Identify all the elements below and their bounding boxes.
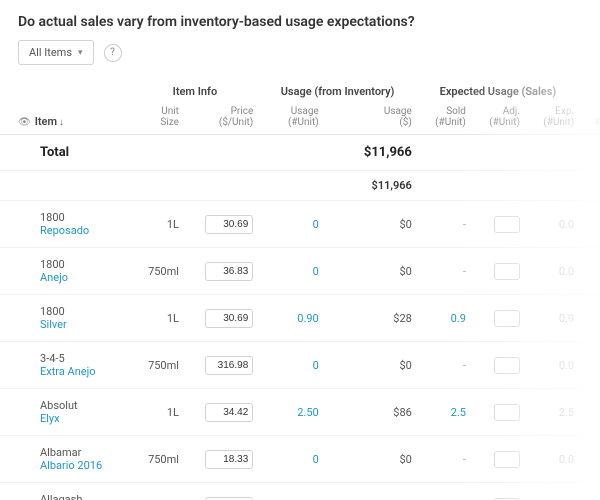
usage-unit-link[interactable]: 0 <box>313 359 319 372</box>
table-row: AlbamarAlbario 2016750ml0$0-0.00.0$0 <box>0 436 600 483</box>
cell-var-unit: 0.0 <box>579 389 600 436</box>
cell-var-unit: 0.0 <box>579 201 600 248</box>
usage-unit-link[interactable]: 0 <box>313 265 319 278</box>
col-var-unit[interactable]: # Unit <box>579 100 600 135</box>
item-variant-link[interactable]: Albario 2016 <box>40 459 127 472</box>
cell-size: 750ml <box>132 342 184 389</box>
adj-input[interactable] <box>494 216 520 233</box>
adj-input[interactable] <box>494 357 520 374</box>
cell-size: 12oz <box>132 483 184 500</box>
usage-unit-link[interactable]: 0 <box>313 218 319 231</box>
col-usage-unit[interactable]: Usage(#Unit) <box>258 100 323 135</box>
cell-var-unit: 0.0 <box>579 295 600 342</box>
item-brand: 1800 <box>40 211 127 224</box>
group-item-info: Item Info <box>132 79 259 100</box>
cell-exp: 2.5 <box>525 389 579 436</box>
cell-exp: 0.0 <box>525 248 579 295</box>
adj-input[interactable] <box>494 451 520 468</box>
item-brand: Absolut <box>40 399 127 412</box>
group-expected: Expected Usage (Sales) <box>417 79 579 100</box>
cell-var-unit: 0.0 <box>579 248 600 295</box>
group-usage: Usage (from Inventory) <box>258 79 417 100</box>
item-brand: 1800 <box>40 305 127 318</box>
item-variant-link[interactable]: Anejo <box>40 271 127 284</box>
table-row: AllagashBelgian White 6/412oz0$0-0.00.0$… <box>0 483 600 500</box>
cell-usage-dollar: $0 <box>324 248 417 295</box>
price-input[interactable] <box>205 309 253 328</box>
cell-size: 1L <box>132 201 184 248</box>
price-input[interactable] <box>205 403 253 422</box>
item-brand: Allagash <box>40 493 127 500</box>
usage-unit-link[interactable]: 2.50 <box>297 406 318 419</box>
table-row: 1800Reposado1L0$0-0.00.0$0 <box>0 201 600 248</box>
cell-exp: 0.0 <box>525 483 579 500</box>
subtotal-row: $11,966-$617-5.2 <box>0 171 600 201</box>
cell-exp: 0.9 <box>525 295 579 342</box>
col-exp[interactable]: Exp.(#Unit) <box>525 100 579 135</box>
price-input[interactable] <box>205 262 253 281</box>
table-row: AbsolutElyx1L2.50$862.52.50.0$0 <box>0 389 600 436</box>
page-title: Do actual sales vary from inventory-base… <box>18 14 582 30</box>
cell-usage-dollar: $86 <box>324 389 417 436</box>
col-adj[interactable]: Adj.(#Unit) <box>471 100 525 135</box>
cell-size: 1L <box>132 295 184 342</box>
adj-input[interactable] <box>494 404 520 421</box>
col-price[interactable]: Price($/Unit) <box>184 100 258 135</box>
cell-exp: 0.0 <box>525 436 579 483</box>
variance-table: Item Info Usage (from Inventory) Expecte… <box>0 79 600 500</box>
filter-dropdown[interactable]: All Items <box>18 40 94 65</box>
col-sold[interactable]: Sold(#Unit) <box>417 100 471 135</box>
price-input[interactable] <box>205 215 253 234</box>
adj-input[interactable] <box>494 263 520 280</box>
total-row: Total$11,966-$617-5.2 <box>0 135 600 171</box>
col-usage-dollar[interactable]: Usage($) <box>324 100 417 135</box>
usage-unit-link[interactable]: 0.90 <box>297 312 318 325</box>
item-brand: 3-4-5 <box>40 352 127 365</box>
cell-exp: 0.0 <box>525 342 579 389</box>
adj-input[interactable] <box>494 310 520 327</box>
item-variant-link[interactable]: Reposado <box>40 224 127 237</box>
group-variance: Variance <box>579 79 600 100</box>
item-variant-link[interactable]: Silver <box>40 318 127 331</box>
visibility-icon[interactable]: 👁Item↓ <box>0 100 132 135</box>
usage-unit-link[interactable]: 0 <box>313 453 319 466</box>
item-brand: Albamar <box>40 446 127 459</box>
cell-usage-dollar: $0 <box>324 483 417 500</box>
item-variant-link[interactable]: Extra Anejo <box>40 365 127 378</box>
cell-usage-dollar: $0 <box>324 436 417 483</box>
help-icon[interactable]: ? <box>104 44 122 62</box>
table-row: 1800Silver1L0.90$280.90.90.0$13.5 <box>0 295 600 342</box>
cell-usage-dollar: $28 <box>324 295 417 342</box>
cell-size: 1L <box>132 389 184 436</box>
item-brand: 1800 <box>40 258 127 271</box>
cell-size: 750ml <box>132 248 184 295</box>
col-unit-size[interactable]: UnitSize <box>132 100 184 135</box>
sold-link[interactable]: 2.5 <box>451 406 466 419</box>
cell-var-unit: 0.0 <box>579 483 600 500</box>
cell-var-unit: 0.0 <box>579 436 600 483</box>
sold-link[interactable]: 0.9 <box>451 312 466 325</box>
cell-exp: 0.0 <box>525 201 579 248</box>
cell-usage-dollar: $0 <box>324 201 417 248</box>
cell-size: 750ml <box>132 436 184 483</box>
price-input[interactable] <box>205 497 253 500</box>
table-row: 3-4-5Extra Anejo750ml0$0-0.00.0$0 <box>0 342 600 389</box>
price-input[interactable] <box>205 450 253 469</box>
cell-usage-dollar: $0 <box>324 342 417 389</box>
cell-var-unit: 0.0 <box>579 342 600 389</box>
table-row: 1800Anejo750ml0$0-0.00.0$0 <box>0 248 600 295</box>
price-input[interactable] <box>205 356 253 375</box>
item-variant-link[interactable]: Elyx <box>40 412 127 425</box>
